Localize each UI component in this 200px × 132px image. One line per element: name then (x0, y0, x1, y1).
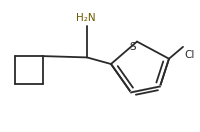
Text: S: S (129, 42, 136, 52)
Text: Cl: Cl (184, 50, 194, 60)
Text: H₂N: H₂N (76, 13, 96, 23)
